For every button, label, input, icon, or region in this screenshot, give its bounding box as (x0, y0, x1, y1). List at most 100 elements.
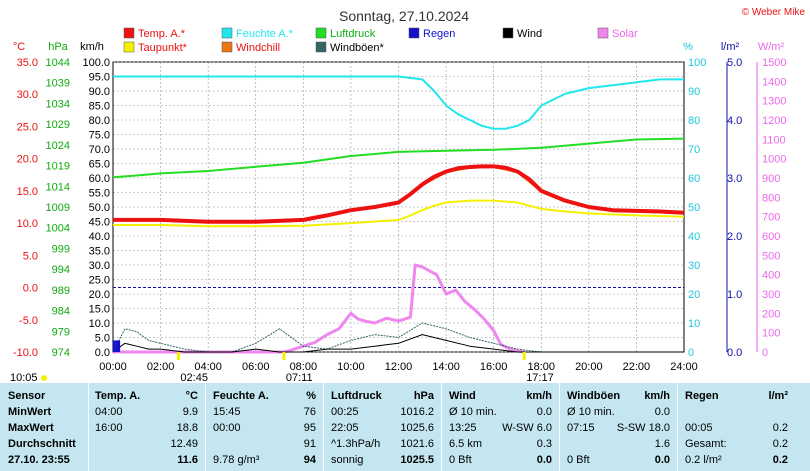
sunrise-marker-label: 07:11 (286, 372, 313, 383)
humidity-tick-label: 30 (688, 260, 700, 272)
wind-tick-label: 25.0 (89, 275, 110, 287)
stats-cell: S-SW 18.0 (616, 422, 670, 434)
wind-tick-label: 70.0 (89, 144, 110, 156)
time-tick-label: 08:00 (290, 361, 318, 373)
rain-tick-label: 5.0 (727, 57, 742, 69)
wind-tick-label: 65.0 (89, 159, 110, 171)
legend-label: Luftdruck (330, 28, 376, 40)
stats-header-cell: Sensor (8, 390, 46, 402)
stats-cell: 0.0 (654, 406, 670, 418)
humidity-tick-label: 10 (688, 318, 700, 330)
legend-swatch (221, 27, 233, 39)
pressure-tick-label: 1034 (46, 98, 70, 110)
stats-cell: 0.2 (772, 438, 788, 450)
pressure-tick-label: 1029 (46, 119, 70, 131)
rain-tick-label: 1.0 (727, 289, 742, 301)
legend-label: Solar (612, 28, 638, 40)
humidity-tick-label: 70 (688, 144, 700, 156)
temp-tick-label: -10.0 (13, 347, 38, 359)
stats-cell: 18.8 (176, 422, 198, 434)
stats-cell: MaxWert (8, 422, 54, 434)
stats-cell: 1016.2 (400, 406, 434, 418)
wind-tick-label: 5.0 (95, 333, 110, 345)
solar-tick-label: 1400 (762, 76, 786, 88)
stats-header-cell: Temp. A. (95, 390, 141, 402)
stats-cell: 11.6 (177, 454, 198, 466)
stats-cell: 16:00 (95, 422, 123, 434)
rain-bar (115, 340, 121, 352)
humidity-tick-label: 80 (688, 115, 700, 127)
solar-tick-label: 1300 (762, 96, 786, 108)
series-line-solar (113, 263, 525, 354)
stats-header-cell: Luftdruck (331, 390, 382, 402)
temp-tick-label: 10.0 (17, 218, 38, 230)
stats-cell: 0.0 (536, 406, 552, 418)
stats-cell: 0.2 (772, 454, 788, 466)
stats-cell: 9.9 (182, 406, 198, 418)
stats-column-divider (677, 383, 678, 471)
stats-cell: 9.78 g/m³ (213, 454, 260, 466)
legend-swatch (597, 27, 609, 39)
chart-axes: 35.0 30.0 25.0 20.0 15.0 10.0 5.0 0.0 -5.0 -10.0 1… (13, 57, 787, 373)
legend-swatch (123, 27, 135, 39)
stats-column-divider (559, 383, 560, 471)
wind-tick-label: 35.0 (89, 246, 110, 258)
stats-cell: 94 (303, 454, 316, 466)
sunset-marker-label: 17:17 (526, 372, 554, 383)
stats-cell: 0.2 l/m² (685, 454, 722, 466)
humidity-tick-label: 60 (688, 173, 700, 185)
temp-tick-label: 25.0 (17, 121, 38, 133)
chart-title: Sonntag, 27.10.2024 (339, 8, 469, 24)
humidity-tick-label: 90 (688, 86, 700, 98)
wind-tick-label: 60.0 (89, 173, 110, 185)
legend-swatch (408, 27, 420, 39)
stats-cell: 15:45 (213, 406, 241, 418)
solar-tick-label: 1500 (762, 57, 786, 69)
wind-tick-label: 75.0 (89, 130, 110, 142)
rain-tick-label: 2.0 (727, 231, 742, 243)
axis-unit-label: hPa (48, 41, 68, 53)
solar-tick-label: 900 (762, 173, 780, 185)
solar-tick-label: 600 (762, 231, 780, 243)
rain-tick-label: 3.0 (727, 173, 742, 185)
series-line-wind (112, 334, 684, 353)
time-tick-label: 06:00 (242, 361, 270, 373)
legend-label: Windchill (236, 42, 280, 54)
stats-cell: 00:05 (685, 422, 713, 434)
temp-tick-label: 30.0 (17, 89, 38, 101)
stats-header-cell: % (306, 390, 316, 402)
stats-column-divider (205, 383, 206, 471)
series-line-luftdruck (112, 137, 685, 179)
stats-cell: ^1.3hPa/h (331, 438, 381, 450)
legend-label: Regen (423, 28, 455, 40)
humidity-tick-label: 40 (688, 231, 700, 243)
stats-cell: 00:25 (331, 406, 359, 418)
axis-unit-label: km/h (80, 41, 104, 53)
stats-cell: MinWert (8, 406, 52, 418)
axis-unit-label: l/m² (721, 41, 740, 53)
humidity-tick-label: 20 (688, 289, 700, 301)
chart-series (112, 75, 685, 354)
stats-header-cell: km/h (526, 390, 552, 402)
wind-tick-label: 15.0 (89, 304, 110, 316)
legend-label: Taupunkt* (138, 42, 188, 54)
sun-icon (41, 375, 47, 381)
pressure-tick-label: 1039 (46, 78, 70, 90)
pressure-tick-label: 994 (52, 264, 70, 276)
wind-tick-label: 40.0 (89, 231, 110, 243)
stats-cell: 1.6 (654, 438, 670, 450)
wind-tick-label: 95.0 (89, 72, 110, 84)
stats-header-cell: Feuchte A. (213, 390, 269, 402)
stats-cell: 0.3 (536, 438, 552, 450)
temp-tick-label: 35.0 (17, 57, 38, 69)
time-tick-label: 14:00 (432, 361, 460, 373)
stats-column-divider (323, 383, 324, 471)
temp-tick-label: -5.0 (19, 315, 38, 327)
legend-label: Wind (517, 28, 542, 40)
series-line-temp-a (113, 164, 685, 224)
legend-label: Temp. A.* (138, 28, 186, 40)
temp-tick-label: 15.0 (17, 186, 38, 198)
solar-tick-label: 1000 (762, 154, 786, 166)
pressure-tick-label: 989 (52, 285, 70, 297)
stats-header-cell: Regen (685, 390, 719, 402)
